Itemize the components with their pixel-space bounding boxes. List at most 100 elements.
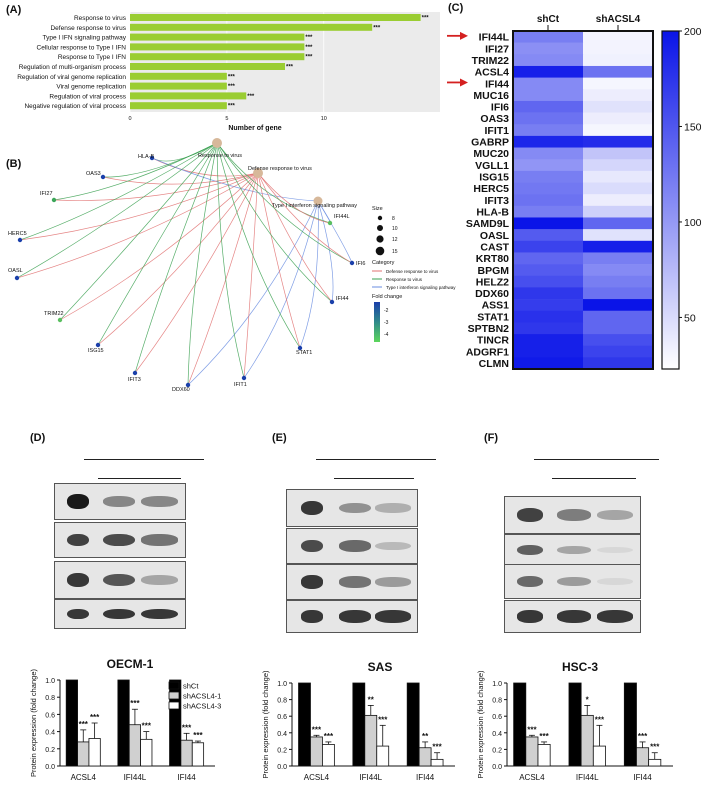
protein-band (67, 608, 89, 620)
protein-band (517, 508, 543, 522)
heatmap-cell (513, 229, 584, 242)
heatmap-cell (513, 345, 584, 358)
heatmap-cell (513, 299, 584, 312)
gene-label: IFIT1 (234, 382, 247, 388)
legend-size-dot (377, 215, 383, 221)
significance-mark: *** (422, 16, 430, 22)
blot-strip (286, 489, 418, 527)
blot-title-underline (534, 459, 659, 460)
protein-band (517, 544, 543, 556)
heatmap-row-label: IFIT1 (484, 125, 509, 137)
data-bar (88, 738, 101, 767)
heatmap-row-label: VGLL1 (475, 160, 509, 172)
heatmap-cell (583, 357, 654, 370)
gene-label: IFI27 (40, 191, 53, 197)
significance-mark: *** (228, 84, 236, 90)
significance-mark: *** (595, 715, 605, 724)
chart-title: HSC-3 (562, 660, 598, 674)
heatmap-row-label: SPTBN2 (468, 323, 510, 335)
data-bar (592, 745, 606, 767)
protein-band (67, 533, 89, 547)
y-tick-label: 0.2 (277, 747, 287, 754)
panel-label-f: (F) (484, 432, 499, 444)
significance-mark: *** (527, 725, 537, 734)
network-edge (151, 157, 259, 177)
panel-label-d: (D) (30, 432, 46, 444)
heatmap-row-label: IFI27 (485, 43, 509, 55)
protein-band (141, 496, 178, 507)
legend-foldchange-tick: -2 (384, 308, 389, 314)
blot-strip (504, 600, 641, 633)
gene-node (297, 345, 303, 351)
significance-mark: ** (368, 695, 375, 704)
network-edge (243, 200, 319, 379)
blot-strip (54, 599, 186, 629)
network-edge (187, 200, 319, 386)
heatmap-row-label: IFIT3 (484, 195, 509, 207)
data-bar (418, 747, 432, 767)
heatmap-cell (583, 100, 654, 113)
heatmap-cell (583, 252, 654, 265)
term-label: Regulation of multi-organism process (19, 64, 127, 71)
heatmap-row-label: HLA-B (476, 206, 509, 218)
protein-band (375, 541, 411, 551)
gene-node (329, 299, 335, 305)
network-edge (134, 142, 218, 374)
heatmap-cell (513, 170, 584, 183)
heatmap-row-label: HELZ2 (476, 276, 509, 288)
term-bar (130, 23, 373, 31)
network-edge (59, 142, 218, 321)
protein-band (517, 610, 543, 623)
gene-node (132, 370, 138, 376)
network-edge (243, 172, 259, 379)
blot-strip (54, 483, 186, 520)
heatmap-colorbar (661, 30, 680, 370)
data-bar (140, 738, 153, 767)
heatmap-cell (513, 65, 584, 78)
heatmap-cell (583, 159, 654, 172)
gene-label: STAT1 (296, 350, 312, 356)
hub-node (212, 138, 222, 148)
heatmap-cell (583, 322, 654, 335)
heatmap-row-label: IFI44L (479, 32, 510, 44)
significance-mark: *** (305, 35, 313, 41)
network-edge (102, 172, 259, 185)
heatmap-cell (583, 229, 654, 242)
blot-title-underline (316, 459, 436, 460)
heatmap-row-label: STAT1 (477, 311, 509, 323)
y-tick-label: 0.4 (277, 731, 287, 738)
x-tick-label: IFI44 (416, 773, 435, 782)
heatmap-cell (513, 357, 584, 370)
network-edge (16, 142, 218, 279)
significance-mark: *** (130, 699, 140, 708)
protein-band (103, 496, 135, 507)
data-bar (648, 758, 662, 767)
legend-swatch (168, 701, 180, 710)
heatmap-row-label: TRIM22 (472, 55, 510, 67)
protein-band (557, 610, 591, 623)
network-edge (257, 172, 353, 264)
heatmap-cell (513, 124, 584, 137)
significance-mark: *** (193, 731, 203, 740)
term-bar (130, 14, 421, 21)
protein-band (103, 533, 135, 547)
heatmap-cell (583, 275, 654, 288)
y-tick-label: 1.0 (45, 678, 55, 685)
network-edge (317, 200, 334, 303)
heatmap-cell (513, 135, 584, 148)
term-label: Regulation of viral genome replication (17, 74, 126, 81)
term-bar (130, 43, 305, 51)
colorbar-tick-label: 200 (684, 26, 702, 38)
heatmap-cell (513, 287, 584, 300)
x-tick-label: 0 (128, 116, 131, 122)
protein-band (557, 509, 591, 521)
heatmap-row-label: OAS3 (480, 113, 509, 125)
panel-label-b: (B) (6, 158, 22, 170)
gene-node (14, 275, 20, 281)
protein-band (339, 576, 371, 588)
protein-band (597, 577, 633, 586)
term-label: Response to virus (74, 15, 127, 22)
hub-label: Response to virus (198, 153, 242, 159)
